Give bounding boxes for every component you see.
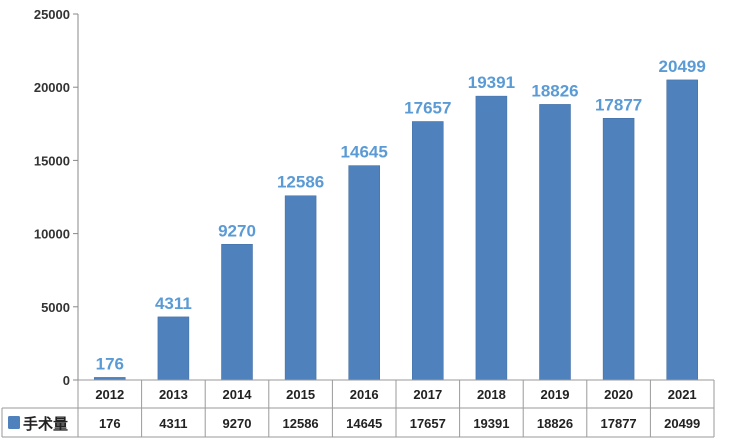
y-tick-label: 20000 bbox=[34, 80, 70, 95]
data-label: 19391 bbox=[468, 73, 515, 92]
legend-label: 手术量 bbox=[23, 415, 68, 433]
table-value: 4311 bbox=[159, 416, 187, 431]
table-value: 176 bbox=[99, 416, 121, 431]
bars bbox=[94, 79, 698, 381]
y-axis: 0 5000 10000 15000 20000 25000 bbox=[34, 7, 79, 388]
data-label: 14645 bbox=[341, 143, 388, 162]
legend-swatch bbox=[8, 416, 20, 429]
x-category-label: 2021 bbox=[668, 387, 697, 402]
x-category-label: 2015 bbox=[286, 387, 315, 402]
table-value: 14645 bbox=[346, 416, 382, 431]
data-label: 12586 bbox=[277, 173, 324, 192]
data-label: 176 bbox=[96, 354, 124, 373]
data-label: 17877 bbox=[595, 95, 642, 114]
bar bbox=[602, 118, 635, 381]
x-category-label: 2013 bbox=[159, 387, 188, 402]
bar bbox=[157, 316, 190, 381]
data-label: 17657 bbox=[404, 99, 451, 118]
data-labels: 176 4311 9270 12586 14645 17657 19391 18826 1787… bbox=[96, 57, 706, 374]
x-category-label: 2019 bbox=[541, 387, 570, 402]
y-tick-label: 0 bbox=[63, 373, 70, 388]
table-value: 18826 bbox=[537, 416, 573, 431]
table-value: 17877 bbox=[601, 416, 637, 431]
y-tick-label: 5000 bbox=[41, 300, 70, 315]
table-value: 9270 bbox=[223, 416, 252, 431]
y-tick-label: 25000 bbox=[34, 7, 70, 22]
x-category-label: 2017 bbox=[413, 387, 442, 402]
y-tick-label: 10000 bbox=[34, 227, 70, 242]
x-category-label: 2012 bbox=[95, 387, 124, 402]
bar bbox=[221, 244, 253, 381]
y-tick-label: 15000 bbox=[34, 153, 70, 168]
table-value: 19391 bbox=[473, 416, 509, 431]
x-category-label: 2020 bbox=[604, 387, 633, 402]
x-category-label: 2016 bbox=[350, 387, 379, 402]
table-value: 17657 bbox=[410, 416, 446, 431]
bar bbox=[348, 165, 380, 381]
data-table: 2012 176 2013 4311 2014 9270 2015 12586 2016 1464… bbox=[1, 379, 715, 438]
data-label: 4311 bbox=[155, 294, 192, 313]
table-value: 12586 bbox=[283, 416, 319, 431]
data-label: 18826 bbox=[531, 81, 578, 100]
bar bbox=[539, 104, 571, 381]
bar bbox=[284, 195, 317, 381]
data-label: 20499 bbox=[659, 57, 706, 76]
x-category-label: 2014 bbox=[223, 387, 253, 402]
bar bbox=[412, 121, 444, 381]
table-value: 20499 bbox=[664, 416, 700, 431]
bar bbox=[666, 79, 698, 381]
data-label: 9270 bbox=[218, 221, 256, 240]
x-category-label: 2018 bbox=[477, 387, 506, 402]
bar bbox=[475, 95, 508, 381]
